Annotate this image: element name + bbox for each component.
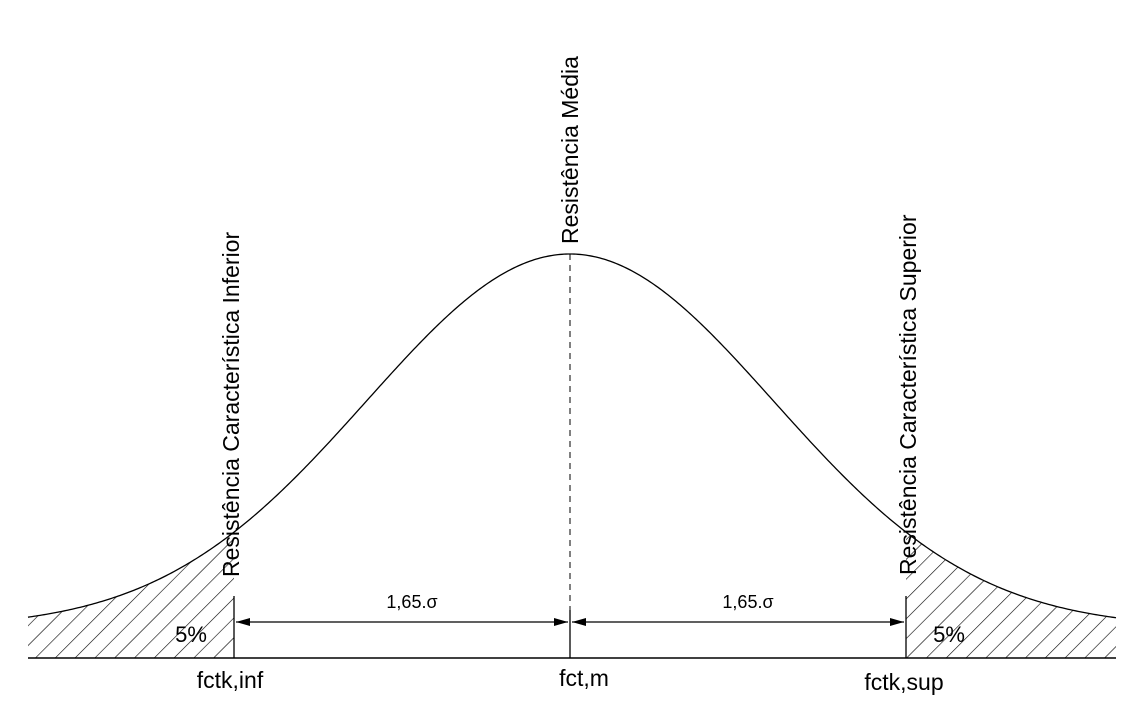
upper-characteristic-value-label: fctk,sup bbox=[864, 669, 943, 695]
lower-tail-percent: 5% bbox=[175, 622, 207, 647]
lower-characteristic-value-label: fctk,inf bbox=[197, 667, 264, 693]
mean-value-label: fct,m bbox=[559, 665, 609, 691]
right-dimension-label: 1,65.σ bbox=[722, 592, 773, 612]
upper-tail-hatched-area bbox=[906, 532, 1116, 658]
upper-characteristic-label: Resistência Característica Superior bbox=[895, 214, 921, 575]
lower-tail-hatched-area bbox=[28, 532, 234, 658]
bell-curve bbox=[27, 253, 1117, 619]
lower-characteristic-label: Resistência Característica Inferior bbox=[218, 232, 244, 577]
mean-strength-label: Resistência Média bbox=[557, 56, 583, 244]
left-dimension-label: 1,65.σ bbox=[386, 592, 437, 612]
upper-tail-percent: 5% bbox=[933, 622, 965, 647]
